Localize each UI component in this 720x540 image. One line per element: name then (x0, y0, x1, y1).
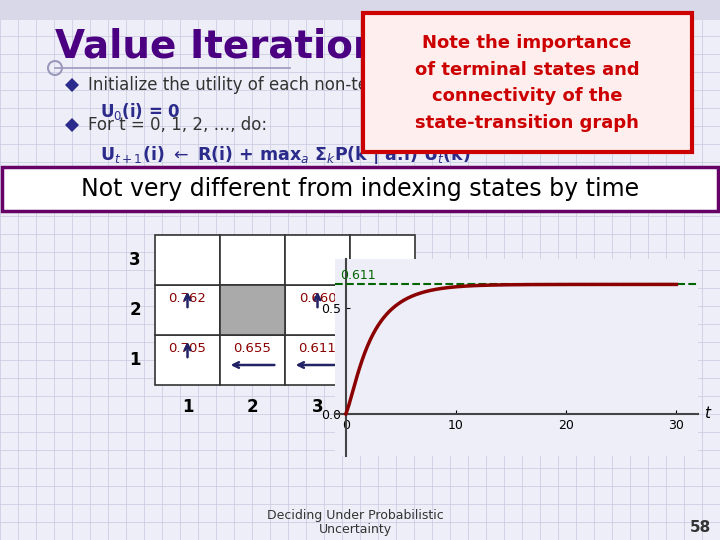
Bar (285, 285, 350, 335)
Text: Uncertainty: Uncertainty (318, 523, 392, 537)
Text: Note the importance
of terminal states and
connectivity of the
state-transition : Note the importance of terminal states a… (415, 35, 639, 132)
Text: 3: 3 (129, 251, 141, 269)
Bar (220, 285, 285, 335)
Text: Initialize the utility of each non-terminal: Initialize the utility of each non-termi… (88, 76, 420, 94)
Text: 1: 1 (130, 351, 140, 369)
Polygon shape (65, 118, 79, 132)
Text: -1: -1 (370, 300, 395, 320)
Polygon shape (65, 78, 79, 92)
Bar (155, 285, 220, 335)
Bar (350, 285, 415, 335)
Bar (350, 235, 415, 285)
Text: 4: 4 (377, 398, 388, 416)
FancyBboxPatch shape (363, 13, 692, 152)
Bar (350, 335, 415, 385)
Text: Deciding Under Probabilistic: Deciding Under Probabilistic (266, 509, 444, 522)
Text: 3: 3 (312, 398, 323, 416)
Text: t: t (704, 407, 710, 421)
Text: Value Iteration: Value Iteration (55, 28, 380, 66)
Bar (220, 235, 285, 285)
Bar (155, 335, 220, 385)
Text: 1: 1 (181, 398, 193, 416)
Text: 2: 2 (129, 301, 141, 319)
Bar (220, 285, 285, 335)
Bar (0, 0, 720, 20)
Text: utility f: utility f (180, 193, 220, 203)
Text: $\mathbf{U}_{t+1}$(i) $\leftarrow$ $\mathbf{R}$(i) + max$_a$ $\mathbf{\Sigma}_k\: $\mathbf{U}_{t+1}$(i) $\leftarrow$ $\mat… (100, 144, 471, 166)
Bar (155, 235, 220, 285)
Text: 2: 2 (247, 398, 258, 416)
Bar (285, 235, 350, 285)
Text: $\mathbf{U}_0$(i) = 0: $\mathbf{U}_0$(i) = 0 (100, 102, 181, 123)
Text: 0.705: 0.705 (168, 342, 207, 355)
FancyBboxPatch shape (2, 167, 718, 211)
Text: 0.388: 0.388 (364, 342, 401, 355)
Text: 0.762: 0.762 (168, 293, 207, 306)
Text: Not very different from indexing states by time: Not very different from indexing states … (81, 177, 639, 201)
Text: For t = 0, 1, 2, …, do:: For t = 0, 1, 2, …, do: (88, 116, 267, 134)
Text: 0.660: 0.660 (299, 293, 336, 306)
Bar (285, 335, 350, 385)
Bar (220, 335, 285, 385)
Text: 0.655: 0.655 (233, 342, 271, 355)
Text: 0.611: 0.611 (299, 342, 336, 355)
Text: 58: 58 (689, 521, 711, 536)
Text: 0.611: 0.611 (341, 269, 376, 282)
